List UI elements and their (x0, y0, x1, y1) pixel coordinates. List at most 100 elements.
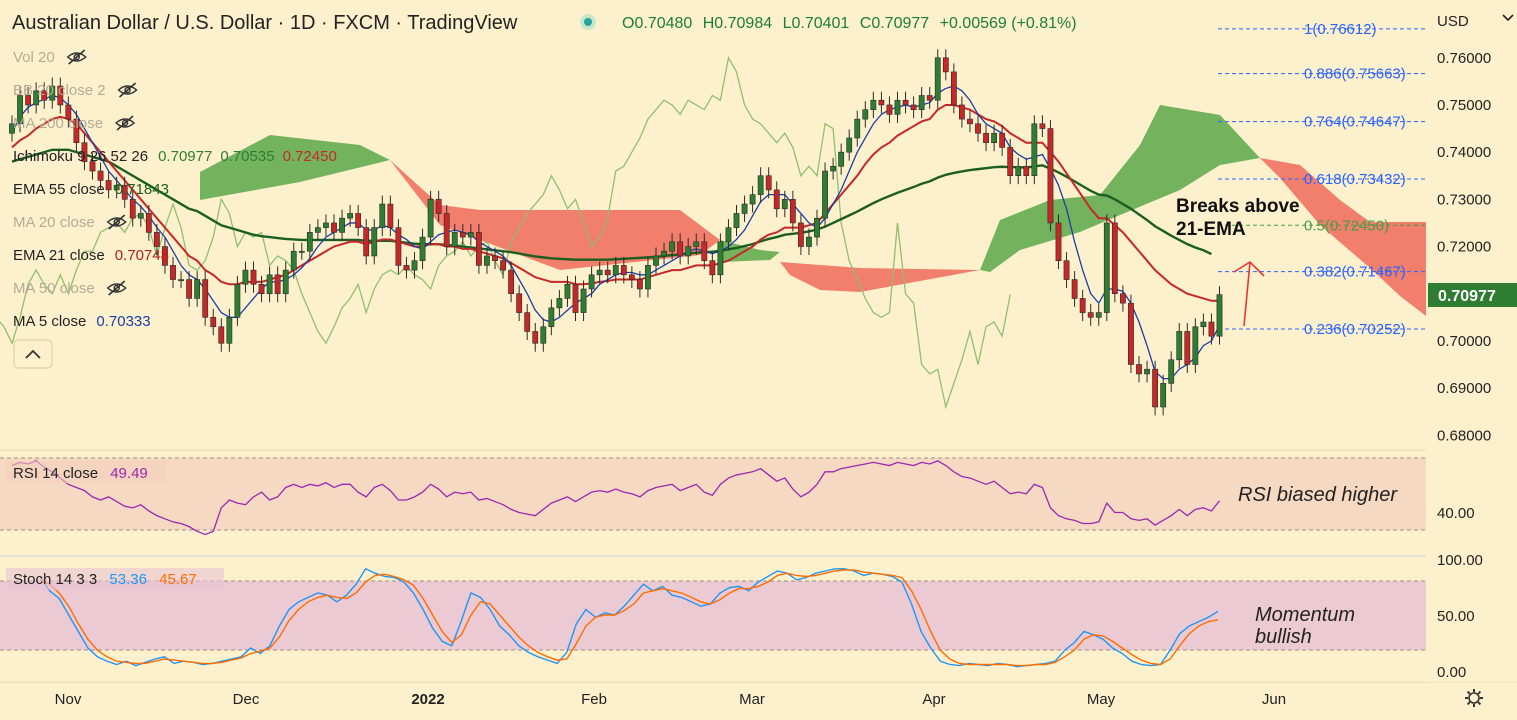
candle[interactable] (878, 91, 885, 114)
candle[interactable] (234, 275, 241, 326)
candle[interactable] (588, 266, 595, 298)
candle[interactable] (709, 252, 716, 284)
candle[interactable] (685, 238, 692, 265)
candle[interactable] (57, 77, 64, 114)
candle[interactable] (459, 223, 466, 246)
candle[interactable] (797, 214, 804, 256)
candle[interactable] (323, 214, 329, 237)
candle[interactable] (242, 261, 249, 293)
candle[interactable] (926, 87, 933, 109)
candle[interactable] (1087, 304, 1094, 326)
candle[interactable] (789, 190, 796, 232)
candle[interactable] (226, 308, 233, 352)
candle[interactable] (162, 238, 168, 274)
candle[interactable] (822, 162, 828, 227)
candle[interactable] (492, 247, 498, 270)
candle[interactable] (645, 256, 651, 298)
candle[interactable] (363, 219, 370, 265)
eye-crossed-icon[interactable] (114, 115, 136, 131)
candle[interactable] (298, 242, 305, 260)
candle[interactable] (290, 242, 297, 279)
candlesticks[interactable] (9, 49, 1223, 416)
candle[interactable] (65, 96, 72, 128)
candle[interactable] (862, 101, 869, 128)
candle[interactable] (170, 256, 176, 289)
candle[interactable] (773, 181, 780, 218)
candle[interactable] (902, 91, 909, 114)
candle[interactable] (765, 167, 772, 199)
settings-gear-icon[interactable] (1465, 689, 1483, 707)
candle[interactable] (854, 110, 861, 147)
candle[interactable] (202, 271, 209, 326)
legend-row-ema55[interactable]: EMA 55 close 0.71843 (13, 181, 169, 198)
candle[interactable] (958, 96, 965, 128)
candle[interactable] (1039, 115, 1046, 138)
candle[interactable] (653, 247, 659, 274)
candle[interactable] (1031, 115, 1038, 185)
candle[interactable] (991, 124, 997, 152)
candle[interactable] (757, 167, 764, 204)
candle[interactable] (918, 87, 925, 119)
candle[interactable] (1055, 214, 1062, 270)
candle[interactable] (612, 256, 619, 284)
candle[interactable] (564, 275, 571, 307)
candle[interactable] (524, 304, 531, 340)
candle[interactable] (121, 176, 128, 208)
candle[interactable] (145, 204, 152, 241)
candle[interactable] (113, 176, 120, 199)
candle[interactable] (475, 223, 482, 274)
currency-label[interactable]: USD (1437, 13, 1469, 30)
candle[interactable] (677, 233, 684, 265)
candle[interactable] (661, 242, 667, 265)
candle[interactable] (1176, 322, 1183, 369)
candle[interactable] (266, 266, 273, 303)
candle[interactable] (749, 186, 756, 213)
eye-crossed-icon[interactable] (106, 214, 127, 230)
legend-row-ma200[interactable]: MA 200 close (13, 115, 136, 132)
candle[interactable] (81, 134, 88, 171)
candle[interactable] (1111, 214, 1118, 303)
candle[interactable] (331, 214, 337, 241)
candle[interactable] (910, 96, 917, 119)
candle[interactable] (580, 280, 587, 322)
candle[interactable] (1103, 214, 1110, 322)
candle[interactable] (548, 299, 555, 336)
candle[interactable] (379, 195, 386, 237)
candle[interactable] (178, 271, 184, 289)
legend-row-ema21[interactable]: EMA 21 close 0.70748 (13, 247, 169, 264)
candle[interactable] (604, 261, 611, 284)
price-axis[interactable] (1426, 0, 1517, 682)
symbol-title[interactable]: Australian Dollar / U.S. Dollar · 1D · F… (12, 12, 518, 34)
candle[interactable] (701, 233, 708, 270)
candle[interactable] (129, 190, 136, 227)
candle[interactable] (830, 157, 836, 180)
candle[interactable] (274, 266, 281, 303)
candle[interactable] (218, 318, 225, 352)
candle[interactable] (89, 153, 96, 180)
candle[interactable] (1216, 286, 1223, 345)
candle[interactable] (806, 228, 812, 256)
candle[interactable] (250, 261, 257, 293)
candle[interactable] (1120, 285, 1126, 312)
candle[interactable] (628, 266, 635, 289)
candle[interactable] (25, 87, 31, 114)
candle[interactable] (717, 233, 724, 284)
eye-crossed-icon[interactable] (66, 49, 87, 65)
candle[interactable] (967, 110, 973, 133)
candle[interactable] (1128, 294, 1134, 373)
candle[interactable] (975, 115, 981, 142)
candle[interactable] (814, 209, 820, 246)
candle[interactable] (282, 261, 289, 303)
candle[interactable] (1063, 252, 1070, 289)
stoch-legend[interactable]: Stoch 14 3 3 53.36 45.67 (13, 571, 197, 588)
rsi-legend[interactable]: RSI 14 close 49.49 (13, 465, 148, 482)
candle[interactable] (1079, 289, 1086, 322)
candle[interactable] (781, 190, 788, 218)
candle[interactable] (41, 82, 48, 109)
candle[interactable] (1047, 120, 1054, 232)
chevron-up-icon[interactable] (25, 349, 41, 359)
candle[interactable] (636, 271, 643, 298)
candle[interactable] (572, 275, 579, 322)
candle[interactable] (194, 271, 201, 307)
